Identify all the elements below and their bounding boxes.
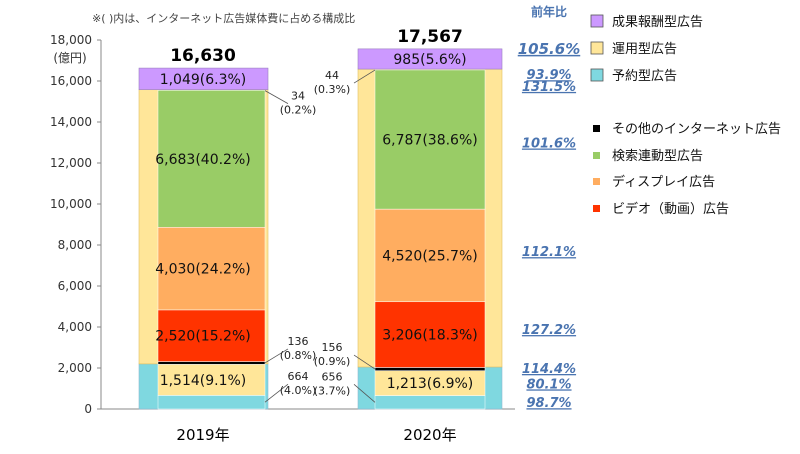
bar-data-label: 3,206(18.3%) bbox=[382, 328, 477, 344]
external-value-label: 664 bbox=[288, 370, 309, 383]
external-share-label: (0.2%) bbox=[280, 104, 317, 117]
leader-line bbox=[264, 383, 289, 403]
external-share-label: (0.3%) bbox=[314, 83, 351, 96]
legend-label: 成果報酬型広告 bbox=[612, 15, 703, 30]
yoy-growth-label: 114.4% bbox=[522, 362, 576, 377]
yoy-growth-label: 98.7% bbox=[526, 396, 571, 411]
leader-line bbox=[353, 383, 376, 403]
external-value-label: 136 bbox=[288, 335, 309, 348]
bar-segment-inner bbox=[157, 309, 266, 362]
bar-data-label: 4,030(24.2%) bbox=[155, 262, 250, 278]
legend-swatch bbox=[590, 14, 604, 28]
yoy-growth-label: 80.1% bbox=[526, 377, 571, 392]
external-share-label: (0.9%) bbox=[314, 355, 351, 368]
external-value-label: 44 bbox=[325, 69, 339, 82]
legend-swatch bbox=[593, 205, 600, 212]
bar-data-label: 1,213(6.9%) bbox=[387, 376, 474, 392]
bar-segment-inner bbox=[374, 395, 486, 410]
external-share-label: (3.7%) bbox=[314, 384, 351, 397]
bar-data-label: 1,514(9.1%) bbox=[160, 373, 247, 389]
yoy-growth-label: 93.9% bbox=[526, 68, 571, 83]
yoy-growth-label: 131.5% bbox=[522, 80, 576, 95]
y-tick-label: 10,000 bbox=[50, 197, 92, 211]
leader-line bbox=[264, 90, 289, 104]
leader-line bbox=[353, 354, 376, 370]
leader-line bbox=[353, 69, 376, 84]
bar-data-label: 1,049(6.3%) bbox=[160, 72, 247, 88]
yoy-growth-label: 105.6% bbox=[518, 40, 580, 58]
y-tick-label: 4,000 bbox=[58, 320, 92, 334]
legend-swatch bbox=[593, 178, 600, 185]
legend-swatch bbox=[593, 152, 600, 159]
legend-swatch bbox=[593, 125, 600, 132]
bar-segment-inner bbox=[157, 395, 266, 410]
x-category-label: 2020年 bbox=[403, 426, 456, 444]
legend-label: ディスプレイ広告 bbox=[612, 174, 715, 190]
external-value-label: 156 bbox=[322, 341, 343, 354]
y-tick-label: 12,000 bbox=[50, 156, 92, 170]
yoy-header: 前年比 bbox=[531, 4, 567, 19]
legend-label: 予約型広告 bbox=[612, 69, 677, 84]
legend-swatch bbox=[590, 68, 604, 82]
bar-segment-performance bbox=[357, 48, 503, 70]
y-tick-label: 8,000 bbox=[58, 238, 92, 252]
legend-label: 運用型広告 bbox=[612, 42, 677, 57]
bar-data-label: 4,520(25.7%) bbox=[382, 248, 477, 264]
leader-line bbox=[264, 348, 289, 364]
bar-segment-inner bbox=[374, 367, 486, 371]
external-share-label: (0.8%) bbox=[280, 349, 317, 362]
external-share-label: (4.0%) bbox=[280, 384, 317, 397]
legend-label: その他のインターネット広告 bbox=[612, 122, 781, 137]
bar-segment-inner bbox=[157, 90, 266, 228]
bar-segment-inner bbox=[374, 301, 486, 368]
bar-segment-inner bbox=[374, 370, 486, 396]
yoy-growth-label: 127.2% bbox=[522, 323, 576, 338]
bar-segment-performance bbox=[138, 67, 269, 90]
y-tick-label: 14,000 bbox=[50, 115, 92, 129]
bar-data-label: 985(5.6%) bbox=[393, 52, 466, 68]
bar-segment-inner bbox=[374, 69, 486, 210]
bar-data-label: 2,520(15.2%) bbox=[155, 329, 250, 345]
bar-total-label: 16,630 bbox=[170, 46, 236, 66]
y-tick-label: 18,000 bbox=[50, 33, 92, 47]
chart-note: ※( )内は、インターネット広告媒体費に占める構成比 bbox=[92, 11, 355, 25]
y-tick-label: 16,000 bbox=[50, 74, 92, 88]
bar-segment-inner bbox=[157, 364, 266, 396]
legend-label: ビデオ（動画）広告 bbox=[612, 201, 729, 217]
yoy-growth-label: 101.6% bbox=[522, 137, 576, 152]
bar-segment-inner bbox=[157, 361, 266, 365]
external-value-label: 34 bbox=[291, 90, 305, 103]
legend-label: 検索連動型広告 bbox=[612, 149, 703, 164]
y-tick-label: 2,000 bbox=[58, 361, 92, 375]
bar-data-label: 6,787(38.6%) bbox=[382, 133, 477, 149]
bar-data-label: 6,683(40.2%) bbox=[155, 152, 250, 168]
external-value-label: 656 bbox=[322, 370, 343, 383]
legend-swatch bbox=[590, 41, 604, 55]
y-tick-label: 0 bbox=[84, 402, 92, 416]
y-tick-label: 6,000 bbox=[58, 279, 92, 293]
y-unit-label: (億円) bbox=[53, 51, 86, 65]
x-category-label: 2019年 bbox=[176, 426, 229, 444]
bar-total-label: 17,567 bbox=[397, 27, 463, 47]
bar-segment-inner bbox=[157, 227, 266, 311]
yoy-growth-label: 112.1% bbox=[522, 245, 576, 260]
bar-segment-inner bbox=[374, 208, 486, 303]
